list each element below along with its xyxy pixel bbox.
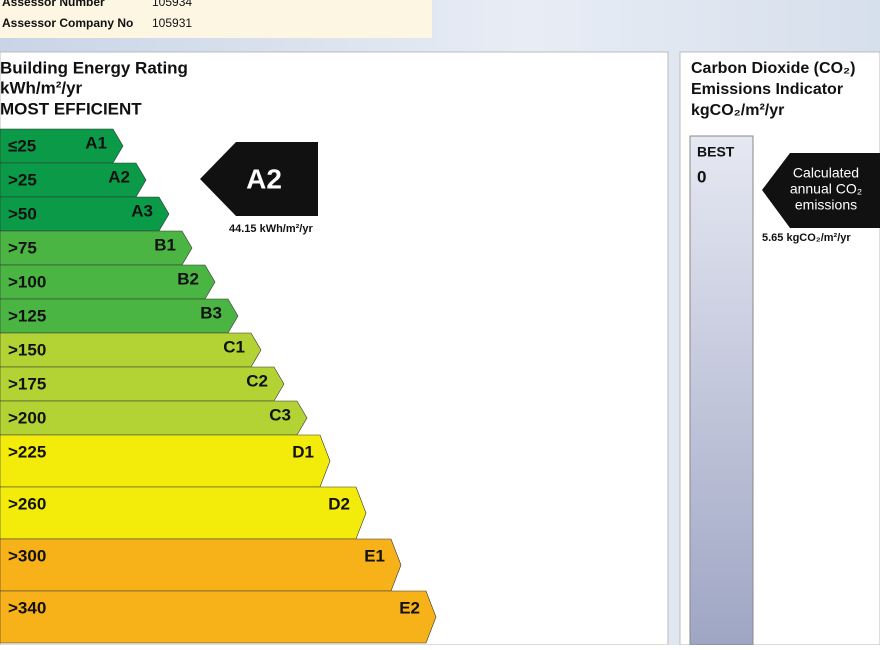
co2-title: Emissions Indicator bbox=[691, 81, 843, 98]
co2-title: Carbon Dioxide (CO₂) bbox=[691, 60, 855, 77]
band-grade: D1 bbox=[292, 442, 314, 461]
co2-value: 5.65 kgCO₂/m²/yr bbox=[762, 232, 851, 244]
rating-band bbox=[0, 298, 239, 334]
band-threshold: >125 bbox=[8, 306, 46, 325]
co2-arrow bbox=[762, 153, 880, 228]
rating-arrow bbox=[200, 142, 318, 216]
band-grade: A3 bbox=[131, 201, 153, 220]
co2-title: kgCO₂/m²/yr bbox=[691, 102, 784, 119]
band-threshold: >340 bbox=[8, 598, 46, 617]
co2-callout: annual CO₂ bbox=[790, 181, 862, 197]
band-grade: E1 bbox=[364, 546, 385, 565]
rating-band bbox=[0, 196, 170, 232]
best-label: BEST bbox=[697, 144, 735, 160]
rating-band bbox=[0, 230, 193, 266]
band-threshold: >225 bbox=[8, 442, 46, 461]
band-threshold: >50 bbox=[8, 204, 37, 223]
band-threshold: >300 bbox=[8, 546, 46, 565]
band-threshold: >100 bbox=[8, 272, 46, 291]
co2-callout: emissions bbox=[795, 197, 857, 213]
energy-subtitle: MOST EFFICIENT bbox=[0, 99, 142, 118]
band-threshold: >175 bbox=[8, 374, 46, 393]
band-threshold: >75 bbox=[8, 238, 37, 257]
band-grade: C3 bbox=[269, 405, 291, 424]
rating-band bbox=[0, 590, 437, 644]
energy-unit: kWh/m²/yr bbox=[0, 78, 83, 97]
rating-band bbox=[0, 162, 147, 198]
band-threshold: ≤25 bbox=[8, 136, 36, 155]
band-threshold: >25 bbox=[8, 170, 37, 189]
rating-value: 44.15 kWh/m²/yr bbox=[229, 223, 313, 235]
field-value: 105931 bbox=[152, 16, 192, 30]
co2-callout: Calculated bbox=[793, 165, 859, 181]
rating-band bbox=[0, 434, 331, 488]
band-grade: C1 bbox=[223, 337, 245, 356]
band-grade: A1 bbox=[85, 133, 107, 152]
assessor-box bbox=[0, 0, 432, 38]
band-threshold: >150 bbox=[8, 340, 46, 359]
band-grade: B1 bbox=[154, 235, 176, 254]
band-grade: B2 bbox=[177, 269, 199, 288]
band-grade: D2 bbox=[328, 494, 350, 513]
rating-band bbox=[0, 332, 262, 368]
rating-band bbox=[0, 264, 216, 300]
best-value: 0 bbox=[697, 167, 706, 186]
field-label: Assessor Number bbox=[2, 0, 105, 9]
co2-bar bbox=[689, 135, 754, 646]
band-grade: A2 bbox=[108, 167, 130, 186]
band-threshold: >200 bbox=[8, 408, 46, 427]
current-rating: A2 bbox=[246, 163, 282, 194]
field-label: Assessor Company No bbox=[2, 16, 133, 30]
rating-band bbox=[0, 366, 285, 402]
rating-band bbox=[0, 128, 124, 164]
rating-band bbox=[0, 486, 367, 540]
rating-band bbox=[0, 400, 308, 436]
band-grade: C2 bbox=[246, 371, 268, 390]
band-grade: B3 bbox=[200, 303, 222, 322]
energy-title: Building Energy Rating bbox=[0, 58, 188, 77]
field-value: 105934 bbox=[152, 0, 192, 9]
band-grade: E2 bbox=[399, 598, 420, 617]
band-threshold: >260 bbox=[8, 494, 46, 513]
rating-band bbox=[0, 538, 402, 592]
